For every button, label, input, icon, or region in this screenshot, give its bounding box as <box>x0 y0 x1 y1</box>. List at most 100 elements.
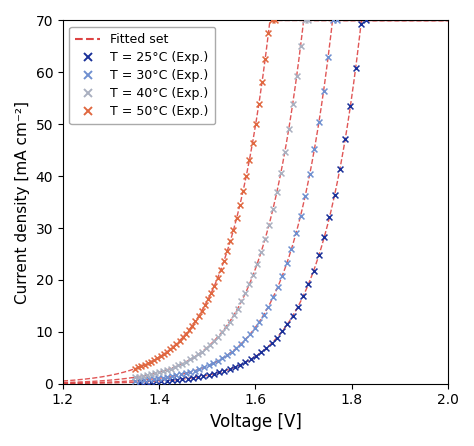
Point <box>135 373 143 380</box>
Point <box>357 21 365 28</box>
Point <box>143 372 151 379</box>
Point <box>163 366 171 373</box>
Point <box>239 188 247 195</box>
Point <box>258 78 266 86</box>
Point <box>283 260 291 267</box>
Point <box>177 371 185 378</box>
Point <box>237 298 245 305</box>
Point <box>252 120 259 128</box>
Point <box>320 88 328 95</box>
Point <box>150 356 158 363</box>
Point <box>217 266 225 273</box>
Point <box>242 359 249 366</box>
Point <box>173 376 181 383</box>
Point <box>289 100 296 107</box>
Point <box>285 125 292 132</box>
Point <box>268 339 275 347</box>
Point <box>273 188 281 195</box>
Point <box>173 372 180 379</box>
Point <box>310 146 318 153</box>
Point <box>218 329 226 336</box>
Point <box>198 348 206 355</box>
Point <box>310 267 318 274</box>
Point <box>289 312 296 319</box>
Point <box>281 149 289 156</box>
Point <box>234 305 241 312</box>
Point <box>297 212 304 219</box>
Point <box>160 351 167 358</box>
Point <box>346 102 354 109</box>
Point <box>363 17 370 24</box>
Point <box>301 17 308 24</box>
Point <box>247 356 255 363</box>
Point <box>166 346 174 353</box>
Point <box>131 374 139 381</box>
Point <box>182 330 190 337</box>
Point <box>131 365 139 372</box>
Point <box>257 248 265 256</box>
Point <box>230 312 237 319</box>
Point <box>226 318 234 325</box>
Point <box>205 362 212 369</box>
Point <box>257 349 265 356</box>
Point <box>164 373 171 380</box>
Point <box>210 370 218 377</box>
Point <box>263 344 270 351</box>
Point <box>186 356 194 363</box>
Point <box>210 282 218 289</box>
Point <box>182 358 190 365</box>
Point <box>228 348 236 355</box>
Point <box>145 376 153 383</box>
Point <box>147 358 155 365</box>
Point <box>341 136 349 143</box>
Point <box>169 343 177 350</box>
Point <box>237 340 245 347</box>
Point <box>205 372 212 379</box>
Point <box>191 318 199 325</box>
Legend: Fitted set, T = 25°C (Exp.), T = 30°C (Exp.), T = 40°C (Exp.), T = 50°C (Exp.): Fitted set, T = 25°C (Exp.), T = 30°C (E… <box>69 27 215 124</box>
Point <box>210 360 217 367</box>
Point <box>233 215 240 222</box>
Point <box>147 371 155 378</box>
Point <box>320 234 328 241</box>
Point <box>226 366 234 373</box>
Point <box>255 100 263 107</box>
Point <box>186 368 194 376</box>
Point <box>194 351 202 358</box>
Point <box>214 357 222 364</box>
Point <box>157 377 165 384</box>
Point <box>200 372 207 380</box>
Point <box>306 170 313 178</box>
Point <box>223 248 231 255</box>
Point <box>168 376 176 384</box>
Point <box>237 361 244 368</box>
Point <box>182 370 190 377</box>
Point <box>331 191 338 198</box>
Point <box>202 345 210 352</box>
Point <box>278 273 286 280</box>
Point <box>305 17 312 24</box>
X-axis label: Voltage [V]: Voltage [V] <box>210 413 301 431</box>
Point <box>136 377 144 384</box>
Point <box>194 373 202 380</box>
Point <box>315 119 323 126</box>
Point <box>214 274 221 281</box>
Point <box>163 377 171 384</box>
Point <box>196 366 203 373</box>
Point <box>264 303 272 310</box>
Point <box>326 214 333 221</box>
Point <box>251 325 258 332</box>
Point <box>131 377 139 384</box>
Point <box>278 328 286 335</box>
Point <box>246 330 254 338</box>
Point <box>147 378 155 385</box>
Point <box>231 363 239 371</box>
Y-axis label: Current density [mA cm⁻²]: Current density [mA cm⁻²] <box>15 101 30 304</box>
Point <box>274 284 282 291</box>
Point <box>268 17 275 24</box>
Point <box>152 378 160 385</box>
Point <box>189 374 197 381</box>
Point <box>184 375 191 382</box>
Point <box>246 281 253 288</box>
Point <box>223 352 231 359</box>
